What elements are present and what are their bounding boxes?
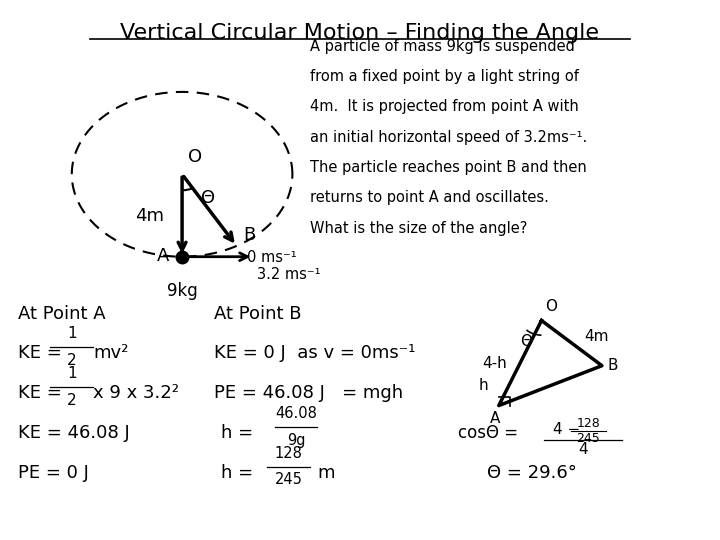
Text: At Point A: At Point A	[19, 305, 106, 322]
Text: x 9 x 3.2²: x 9 x 3.2²	[93, 384, 179, 402]
Text: cosΘ =: cosΘ =	[458, 424, 523, 442]
Text: PE = 0 J: PE = 0 J	[19, 464, 89, 482]
Text: 4 −: 4 −	[553, 422, 580, 437]
Text: O: O	[188, 148, 202, 166]
Text: KE =: KE =	[19, 345, 68, 362]
Text: PE = 46.08 J   = mgh: PE = 46.08 J = mgh	[214, 384, 403, 402]
Text: Θ: Θ	[520, 334, 532, 349]
Text: 4-h: 4-h	[482, 355, 508, 370]
Text: What is the size of the angle?: What is the size of the angle?	[310, 220, 528, 235]
Text: At Point B: At Point B	[214, 305, 302, 322]
Text: 4m: 4m	[135, 206, 164, 225]
Text: KE = 46.08 J: KE = 46.08 J	[19, 424, 130, 442]
Text: 245: 245	[275, 472, 303, 488]
Text: 4m.  It is projected from point A with: 4m. It is projected from point A with	[310, 99, 579, 114]
Text: 128: 128	[577, 417, 600, 430]
Text: an initial horizontal speed of 3.2ms⁻¹.: an initial horizontal speed of 3.2ms⁻¹.	[310, 130, 588, 145]
Text: 2: 2	[67, 353, 76, 368]
Text: 46.08: 46.08	[275, 406, 317, 421]
Text: h =: h =	[221, 464, 259, 482]
Text: mv²: mv²	[93, 345, 128, 362]
Text: h =: h =	[221, 424, 259, 442]
Text: Θ: Θ	[201, 189, 215, 207]
Text: returns to point A and oscillates.: returns to point A and oscillates.	[310, 190, 549, 205]
Text: 1: 1	[67, 366, 76, 381]
Text: 245: 245	[577, 432, 600, 445]
Text: from a fixed point by a light string of: from a fixed point by a light string of	[310, 69, 579, 84]
Text: 0 ms⁻¹: 0 ms⁻¹	[247, 250, 297, 265]
Text: h: h	[479, 378, 488, 393]
Text: m: m	[318, 464, 335, 482]
Text: The particle reaches point B and then: The particle reaches point B and then	[310, 160, 587, 175]
Text: 1: 1	[67, 326, 76, 341]
Text: 4: 4	[578, 442, 588, 457]
Text: KE =: KE =	[19, 384, 68, 402]
Text: 3.2 ms⁻¹: 3.2 ms⁻¹	[257, 267, 320, 282]
Text: 2: 2	[67, 393, 76, 408]
Text: 4m: 4m	[585, 329, 609, 344]
Text: Θ = 29.6°: Θ = 29.6°	[487, 464, 577, 482]
Text: A: A	[157, 247, 169, 265]
Text: B: B	[243, 226, 256, 244]
Text: A particle of mass 9kg is suspended: A particle of mass 9kg is suspended	[310, 39, 575, 53]
Text: Vertical Circular Motion – Finding the Angle: Vertical Circular Motion – Finding the A…	[120, 23, 600, 43]
Text: B: B	[608, 358, 618, 373]
Text: 128: 128	[275, 446, 303, 461]
Text: O: O	[545, 299, 557, 314]
Text: 9g: 9g	[287, 433, 305, 448]
Text: KE = 0 J  as v = 0ms⁻¹: KE = 0 J as v = 0ms⁻¹	[214, 345, 415, 362]
Text: A: A	[490, 411, 500, 426]
Text: 9kg: 9kg	[167, 282, 197, 300]
